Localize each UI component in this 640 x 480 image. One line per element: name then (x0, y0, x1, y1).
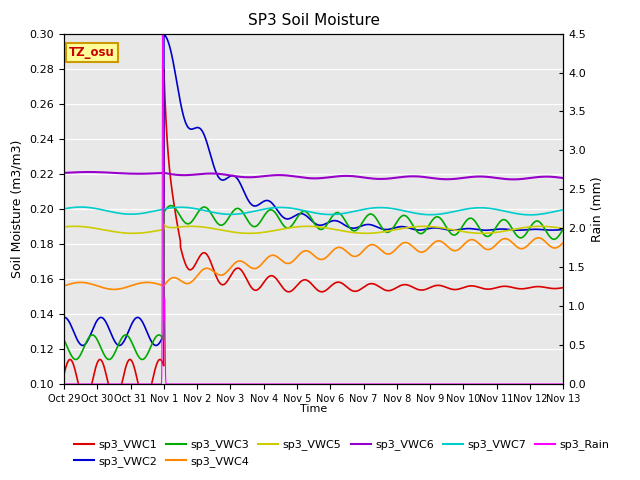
Y-axis label: Rain (mm): Rain (mm) (591, 176, 604, 241)
Y-axis label: Soil Moisture (m3/m3): Soil Moisture (m3/m3) (11, 140, 24, 278)
X-axis label: Time: Time (300, 404, 327, 414)
Title: SP3 Soil Moisture: SP3 Soil Moisture (248, 13, 380, 28)
Text: TZ_osu: TZ_osu (69, 46, 115, 59)
Legend: sp3_VWC1, sp3_VWC2, sp3_VWC3, sp3_VWC4, sp3_VWC5, sp3_VWC6, sp3_VWC7, sp3_Rain: sp3_VWC1, sp3_VWC2, sp3_VWC3, sp3_VWC4, … (70, 435, 614, 471)
